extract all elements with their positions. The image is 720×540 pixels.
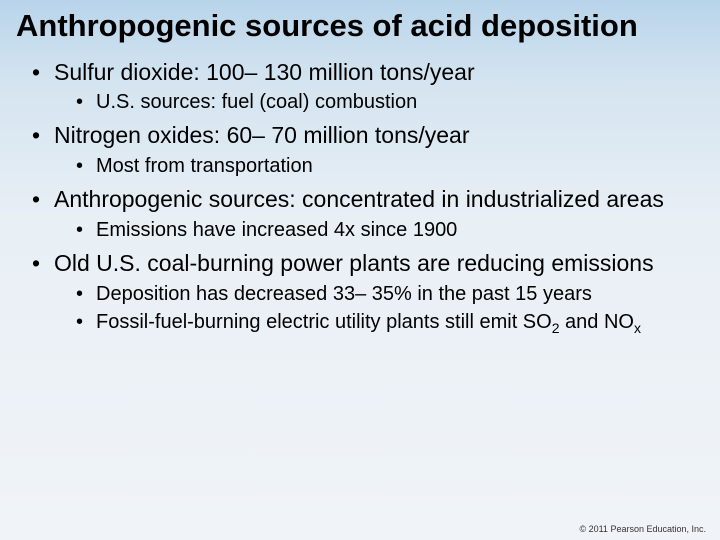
bullet-text: Most from transportation xyxy=(96,155,313,177)
list-item: Nitrogen oxides: 60– 70 million tons/yea… xyxy=(32,121,704,179)
subscript: x xyxy=(634,320,641,336)
copyright-footer: © 2011 Pearson Education, Inc. xyxy=(579,524,706,534)
list-item: Most from transportation xyxy=(76,154,704,179)
list-item: U.S. sources: fuel (coal) combustion xyxy=(76,90,704,115)
list-item: Emissions have increased 4x since 1900 xyxy=(76,218,704,243)
bullet-text: Nitrogen oxides: 60– 70 million tons/yea… xyxy=(54,122,470,148)
sub-list: Deposition has decreased 33– 35% in the … xyxy=(54,282,704,335)
list-item: Deposition has decreased 33– 35% in the … xyxy=(76,282,704,307)
bullet-text: Old U.S. coal-burning power plants are r… xyxy=(54,250,654,276)
slide-title: Anthropogenic sources of acid deposition xyxy=(16,8,704,44)
list-item: Old U.S. coal-burning power plants are r… xyxy=(32,249,704,335)
bullet-text: U.S. sources: fuel (coal) combustion xyxy=(96,91,417,113)
list-item: Sulfur dioxide: 100– 130 million tons/ye… xyxy=(32,58,704,116)
bullet-text: Emissions have increased 4x since 1900 xyxy=(96,219,457,241)
sub-list: Emissions have increased 4x since 1900 xyxy=(54,218,704,243)
bullet-text: and NO xyxy=(560,311,634,333)
sub-list: Most from transportation xyxy=(54,154,704,179)
bullet-list: Sulfur dioxide: 100– 130 million tons/ye… xyxy=(16,58,704,335)
subscript: 2 xyxy=(552,320,560,336)
bullet-text: Deposition has decreased 33– 35% in the … xyxy=(96,283,592,305)
bullet-text: Anthropogenic sources: concentrated in i… xyxy=(54,186,664,212)
sub-list: U.S. sources: fuel (coal) combustion xyxy=(54,90,704,115)
bullet-text: Fossil-fuel-burning electric utility pla… xyxy=(96,311,552,333)
bullet-text: Sulfur dioxide: 100– 130 million tons/ye… xyxy=(54,59,475,85)
list-item: Anthropogenic sources: concentrated in i… xyxy=(32,185,704,243)
list-item: Fossil-fuel-burning electric utility pla… xyxy=(76,310,704,335)
